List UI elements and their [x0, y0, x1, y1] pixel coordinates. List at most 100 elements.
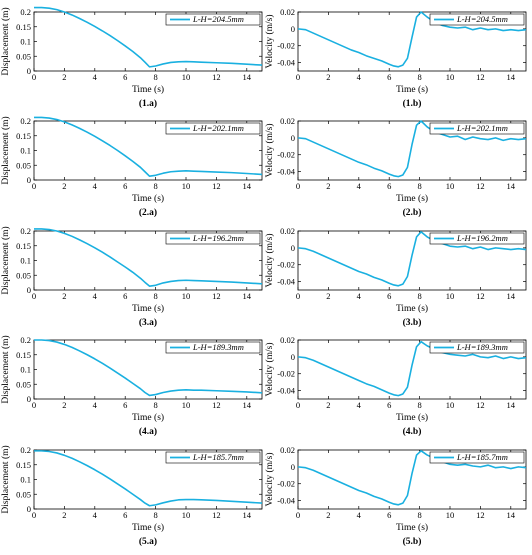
y-tick-label: 0.2 — [20, 226, 31, 236]
y-tick-label: 0 — [291, 352, 295, 362]
x-tick-label: 4 — [93, 72, 98, 82]
y-tick-label: -0.04 — [277, 58, 295, 68]
panel-caption: (2.b) — [403, 207, 422, 218]
y-tick-label: 0 — [27, 394, 31, 404]
x-tick-label: 8 — [417, 400, 421, 410]
panel-caption: (2.a) — [139, 207, 157, 218]
y-tick-label: -0.04 — [277, 167, 295, 177]
y-axis-label: Displacement (m) — [0, 445, 11, 513]
x-tick-label: 12 — [212, 510, 221, 520]
y-tick-label: 0 — [27, 285, 31, 295]
x-tick-label: 8 — [153, 510, 157, 520]
x-tick-label: 10 — [182, 400, 191, 410]
series-line — [297, 231, 527, 287]
x-axis-label: Time (s) — [132, 303, 164, 314]
y-tick-label: 0 — [27, 175, 31, 185]
y-tick-label: 0.02 — [280, 226, 295, 236]
panel-caption: (1.a) — [139, 98, 157, 109]
x-tick-label: 0 — [32, 400, 36, 410]
y-axis-label: Displacement (m) — [0, 335, 11, 403]
x-tick-label: 2 — [62, 510, 66, 520]
x-tick-label: 4 — [357, 291, 362, 301]
y-tick-label: -0.02 — [277, 41, 295, 51]
y-tick-label: 0.15 — [16, 460, 31, 470]
y-tick-label: 0 — [27, 504, 31, 514]
x-tick-label: 0 — [296, 291, 300, 301]
y-tick-label: 0.02 — [280, 116, 295, 126]
y-axis-label: Displacement (m) — [0, 226, 11, 294]
y-tick-label: 0.2 — [20, 7, 31, 17]
x-tick-label: 14 — [243, 291, 252, 301]
x-tick-label: 10 — [182, 72, 191, 82]
y-axis-label: Velocity (m/s) — [264, 342, 275, 396]
x-tick-label: 4 — [357, 72, 362, 82]
y-tick-label: 0.05 — [16, 270, 31, 280]
legend-label: L-H=189.3mm — [192, 342, 244, 352]
y-axis-label: Velocity (m/s) — [264, 233, 275, 287]
x-axis-label: Time (s) — [132, 193, 164, 204]
y-axis-label: Displacement (m) — [0, 116, 11, 184]
x-axis-label: Time (s) — [396, 412, 428, 423]
x-tick-label: 4 — [357, 510, 362, 520]
x-tick-label: 14 — [243, 72, 252, 82]
y-tick-label: 0.1 — [20, 146, 31, 156]
legend-label: L-H=185.7mm — [192, 452, 244, 462]
legend-box — [429, 341, 525, 354]
y-tick-label: 0.15 — [16, 241, 31, 251]
x-tick-label: 14 — [243, 400, 252, 410]
chart-panel-2-a: 0 2 4 6 8 10 12 14 0 0.05 0.1 0.15 0.2 L-H=202.1mm Tim… — [0, 116, 263, 218]
chart-panel-3-a: 0 2 4 6 8 10 12 14 0 0.05 0.1 0.15 0.2 L-H=196.2mm Tim… — [0, 226, 263, 328]
chart-panel-4-b: 0 2 4 6 8 10 12 14 -0.04 -0.02 0 0.02 L-H=189.3mm Tim… — [264, 335, 527, 437]
series-line — [34, 228, 263, 287]
x-tick-label: 4 — [357, 400, 362, 410]
x-tick-label: 2 — [62, 291, 66, 301]
x-tick-label: 12 — [212, 291, 221, 301]
y-tick-label: -0.02 — [277, 150, 295, 160]
x-tick-label: 12 — [476, 72, 485, 82]
y-tick-label: -0.02 — [277, 260, 295, 270]
legend-box — [165, 232, 261, 245]
x-tick-label: 2 — [326, 72, 330, 82]
panel-caption: (3.b) — [403, 317, 422, 328]
y-tick-label: 0.05 — [16, 379, 31, 389]
x-tick-label: 6 — [123, 72, 127, 82]
chart-panel-2-b: 0 2 4 6 8 10 12 14 -0.04 -0.02 0 0.02 L-H=202.1mm Tim… — [264, 116, 527, 218]
x-tick-label: 10 — [446, 72, 455, 82]
y-tick-label: -0.04 — [277, 496, 295, 506]
legend-label: L-H=196.2mm — [192, 233, 244, 243]
x-tick-label: 2 — [62, 400, 66, 410]
y-tick-label: 0.05 — [16, 51, 31, 61]
x-tick-label: 8 — [417, 510, 421, 520]
y-tick-label: 0.02 — [280, 445, 295, 455]
y-tick-label: 0.05 — [16, 489, 31, 499]
x-tick-label: 12 — [476, 400, 485, 410]
x-tick-label: 12 — [212, 400, 221, 410]
y-tick-label: 0.05 — [16, 160, 31, 170]
legend-box — [165, 13, 261, 26]
series-line — [297, 340, 527, 397]
x-tick-label: 10 — [182, 291, 191, 301]
x-tick-label: 0 — [32, 510, 36, 520]
legend-label: L-H=204.5mm — [192, 14, 244, 24]
x-tick-label: 14 — [507, 291, 516, 301]
legend-label: L-H=196.2mm — [456, 233, 508, 243]
y-tick-label: -0.02 — [277, 479, 295, 489]
x-tick-label: 8 — [417, 291, 421, 301]
x-tick-label: 14 — [507, 181, 516, 191]
x-tick-label: 6 — [387, 72, 391, 82]
legend-box — [429, 122, 525, 135]
legend-label: L-H=204.5mm — [456, 14, 508, 24]
x-tick-label: 2 — [326, 400, 330, 410]
series-line — [297, 11, 527, 68]
x-axis-label: Time (s) — [396, 303, 428, 314]
x-tick-label: 6 — [387, 400, 391, 410]
panel-caption: (5.b) — [403, 536, 422, 547]
x-tick-label: 14 — [507, 72, 516, 82]
x-tick-label: 8 — [153, 72, 157, 82]
chart-panel-5-b: 0 2 4 6 8 10 12 14 -0.04 -0.02 0 0.02 L-H=185.7mm Tim… — [264, 445, 527, 547]
x-tick-label: 12 — [476, 291, 485, 301]
legend-box — [429, 232, 525, 245]
series-line — [297, 450, 527, 506]
y-tick-label: 0 — [291, 133, 295, 143]
y-tick-label: -0.04 — [277, 386, 295, 396]
